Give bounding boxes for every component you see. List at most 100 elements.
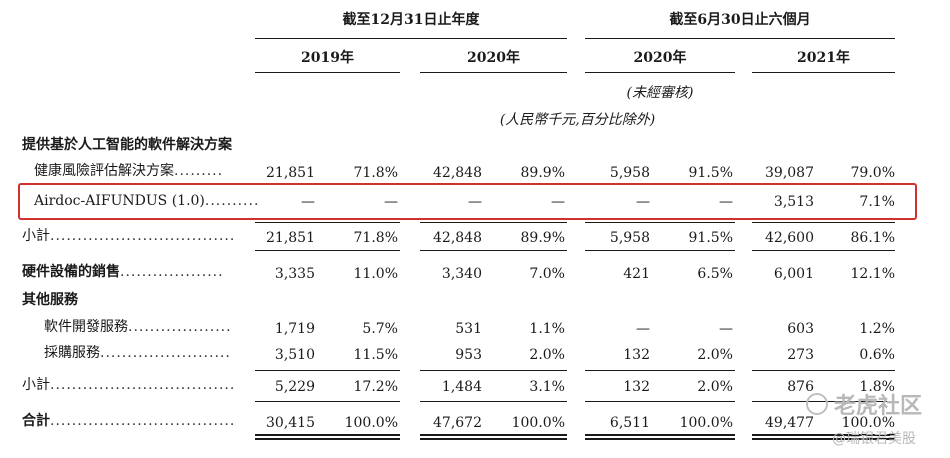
section-other-services: 其他服務 xyxy=(22,292,78,308)
cell-sub1-2020-pct: 89.9% xyxy=(520,230,565,246)
watermark-text: 老虎社区 xyxy=(834,394,923,419)
cell-airdoc-2020-amt: — xyxy=(468,194,482,210)
cell-total-2021h-pct: 100.0% xyxy=(841,415,895,431)
cell-total-2020-pct: 100.0% xyxy=(511,415,565,431)
cell-pr-2021h-pct: 0.6% xyxy=(859,347,895,363)
cell-sub1-2020-amt: 42,848 xyxy=(433,230,482,246)
cell-hw-2019-amt: 3,335 xyxy=(274,266,315,282)
cell-airdoc-2020h-amt: — xyxy=(636,194,650,210)
cell-sub2-2021h-amt: 876 xyxy=(787,379,814,395)
cell-sd-2021h-amt: 603 xyxy=(787,321,814,337)
cell-sub2-2019-amt: 5,229 xyxy=(274,379,315,395)
cell-sub1-2019-pct: 71.8% xyxy=(353,230,398,246)
group-rule-half-year xyxy=(585,38,895,39)
cell-sd-2019-amt: 1,719 xyxy=(274,321,315,337)
watermark-logo: 老虎社区 xyxy=(806,388,922,420)
cell-sd-2021h-pct: 1.2% xyxy=(859,321,895,337)
row-label-hardware: 硬件設備的銷售................... xyxy=(22,264,224,280)
cell-total-2020h-pct: 100.0% xyxy=(679,415,733,431)
cell-health-2020-amt: 42,848 xyxy=(433,165,482,181)
group-header-full-year: 截至12月31日止年度 xyxy=(342,12,480,28)
rule-sub1-2020h xyxy=(585,222,735,223)
cell-sd-2020h-amt: — xyxy=(636,321,650,337)
row-label-software-dev: 軟件開發服務................... xyxy=(44,319,232,335)
cell-health-2019-amt: 21,851 xyxy=(266,165,315,181)
highlight-box xyxy=(18,183,917,220)
cell-sd-2020h-pct: — xyxy=(719,321,733,337)
paw-icon xyxy=(806,393,828,415)
cell-airdoc-2019-amt: — xyxy=(301,194,315,210)
cell-total-2020-amt: 47,672 xyxy=(433,415,482,431)
cell-airdoc-2021h-amt: 3,513 xyxy=(773,194,814,210)
row-label-subtotal-other: 小計.................................. xyxy=(22,377,236,393)
rule-sub1-2021h xyxy=(752,222,895,223)
cell-sub2-2020h-amt: 132 xyxy=(623,379,650,395)
rule-sub1b-2021h xyxy=(752,250,895,251)
row-label-total: 合計.................................. xyxy=(22,413,236,429)
year-2020-header: 2020年 xyxy=(467,50,520,66)
row-label-subtotal-ai: 小計.................................. xyxy=(22,228,236,244)
year-rule-2020 xyxy=(420,72,567,73)
cell-sd-2019-pct: 5.7% xyxy=(362,321,398,337)
row-label-airdoc: Airdoc-AIFUNDUS (1.0).......... xyxy=(34,193,260,209)
rule-sub2b-2020 xyxy=(420,401,567,402)
cell-sub2-2020h-pct: 2.0% xyxy=(697,379,733,395)
double-rule-total-2019 xyxy=(255,434,400,440)
cell-hw-2020-pct: 7.0% xyxy=(529,266,565,282)
cell-health-2020h-amt: 5,958 xyxy=(609,165,650,181)
cell-sd-2020-pct: 1.1% xyxy=(529,321,565,337)
cell-sub1-2021h-amt: 42,600 xyxy=(765,230,814,246)
cell-sub2-2020-amt: 1,484 xyxy=(441,379,482,395)
cell-sub1-2019-amt: 21,851 xyxy=(266,230,315,246)
cell-sub2-2020-pct: 3.1% xyxy=(529,379,565,395)
units-note: (人民幣千元,百分比除外) xyxy=(499,112,656,128)
cell-pr-2020h-pct: 2.0% xyxy=(697,347,733,363)
rule-sub2-2020 xyxy=(420,370,567,371)
year-rule-2021-half xyxy=(752,72,895,73)
rule-sub1b-2020 xyxy=(420,250,567,251)
year-rule-2020-half xyxy=(585,72,735,73)
year-rule-2019 xyxy=(255,72,400,73)
year-2021-half-header: 2021年 xyxy=(797,50,850,66)
cell-total-2020h-amt: 6,511 xyxy=(609,415,650,431)
cell-pr-2019-pct: 11.5% xyxy=(353,347,398,363)
rule-sub1-2019 xyxy=(255,222,400,223)
cell-hw-2019-pct: 11.0% xyxy=(353,266,398,282)
rule-sub1b-2020h xyxy=(585,250,735,251)
row-label-health: 健康風險評估解決方案......... xyxy=(34,163,224,179)
watermark-author: @瑞银君美股 xyxy=(832,431,916,447)
cell-pr-2021h-amt: 273 xyxy=(787,347,814,363)
cell-hw-2020h-amt: 421 xyxy=(623,266,650,282)
unaudited-note: (未經審核) xyxy=(626,85,694,101)
cell-sub1-2020h-pct: 91.5% xyxy=(688,230,733,246)
cell-hw-2021h-amt: 6,001 xyxy=(773,266,814,282)
cell-pr-2020-amt: 953 xyxy=(455,347,482,363)
rule-sub2b-2019 xyxy=(255,401,400,402)
cell-sub1-2020h-amt: 5,958 xyxy=(609,230,650,246)
year-2019-header: 2019年 xyxy=(301,50,354,66)
year-2020-half-header: 2020年 xyxy=(633,50,687,66)
cell-sub2-2019-pct: 17.2% xyxy=(353,379,398,395)
cell-pr-2020-pct: 2.0% xyxy=(529,347,565,363)
rule-sub1-2020 xyxy=(420,222,567,223)
rule-sub2-2019 xyxy=(255,370,400,371)
cell-airdoc-2021h-pct: 7.1% xyxy=(859,194,895,210)
section-ai-software: 提供基於人工智能的軟件解決方案 xyxy=(22,137,232,153)
cell-sub2-2021h-pct: 1.8% xyxy=(859,379,895,395)
cell-airdoc-2019-pct: — xyxy=(384,194,398,210)
cell-health-2020h-pct: 91.5% xyxy=(688,165,733,181)
cell-total-2021h-amt: 49,477 xyxy=(765,415,814,431)
cell-health-2019-pct: 71.8% xyxy=(353,165,398,181)
rule-sub2-2020h xyxy=(585,370,735,371)
cell-hw-2020h-pct: 6.5% xyxy=(697,266,733,282)
cell-health-2020-pct: 89.9% xyxy=(520,165,565,181)
group-rule-full-year xyxy=(255,38,567,39)
cell-sub1-2021h-pct: 86.1% xyxy=(850,230,895,246)
double-rule-total-2020 xyxy=(420,434,567,440)
cell-airdoc-2020h-pct: — xyxy=(719,194,733,210)
cell-total-2019-pct: 100.0% xyxy=(344,415,398,431)
double-rule-total-2020h xyxy=(585,434,735,440)
rule-sub1b-2019 xyxy=(255,250,400,251)
cell-pr-2019-amt: 3,510 xyxy=(274,347,315,363)
cell-hw-2020-amt: 3,340 xyxy=(441,266,482,282)
